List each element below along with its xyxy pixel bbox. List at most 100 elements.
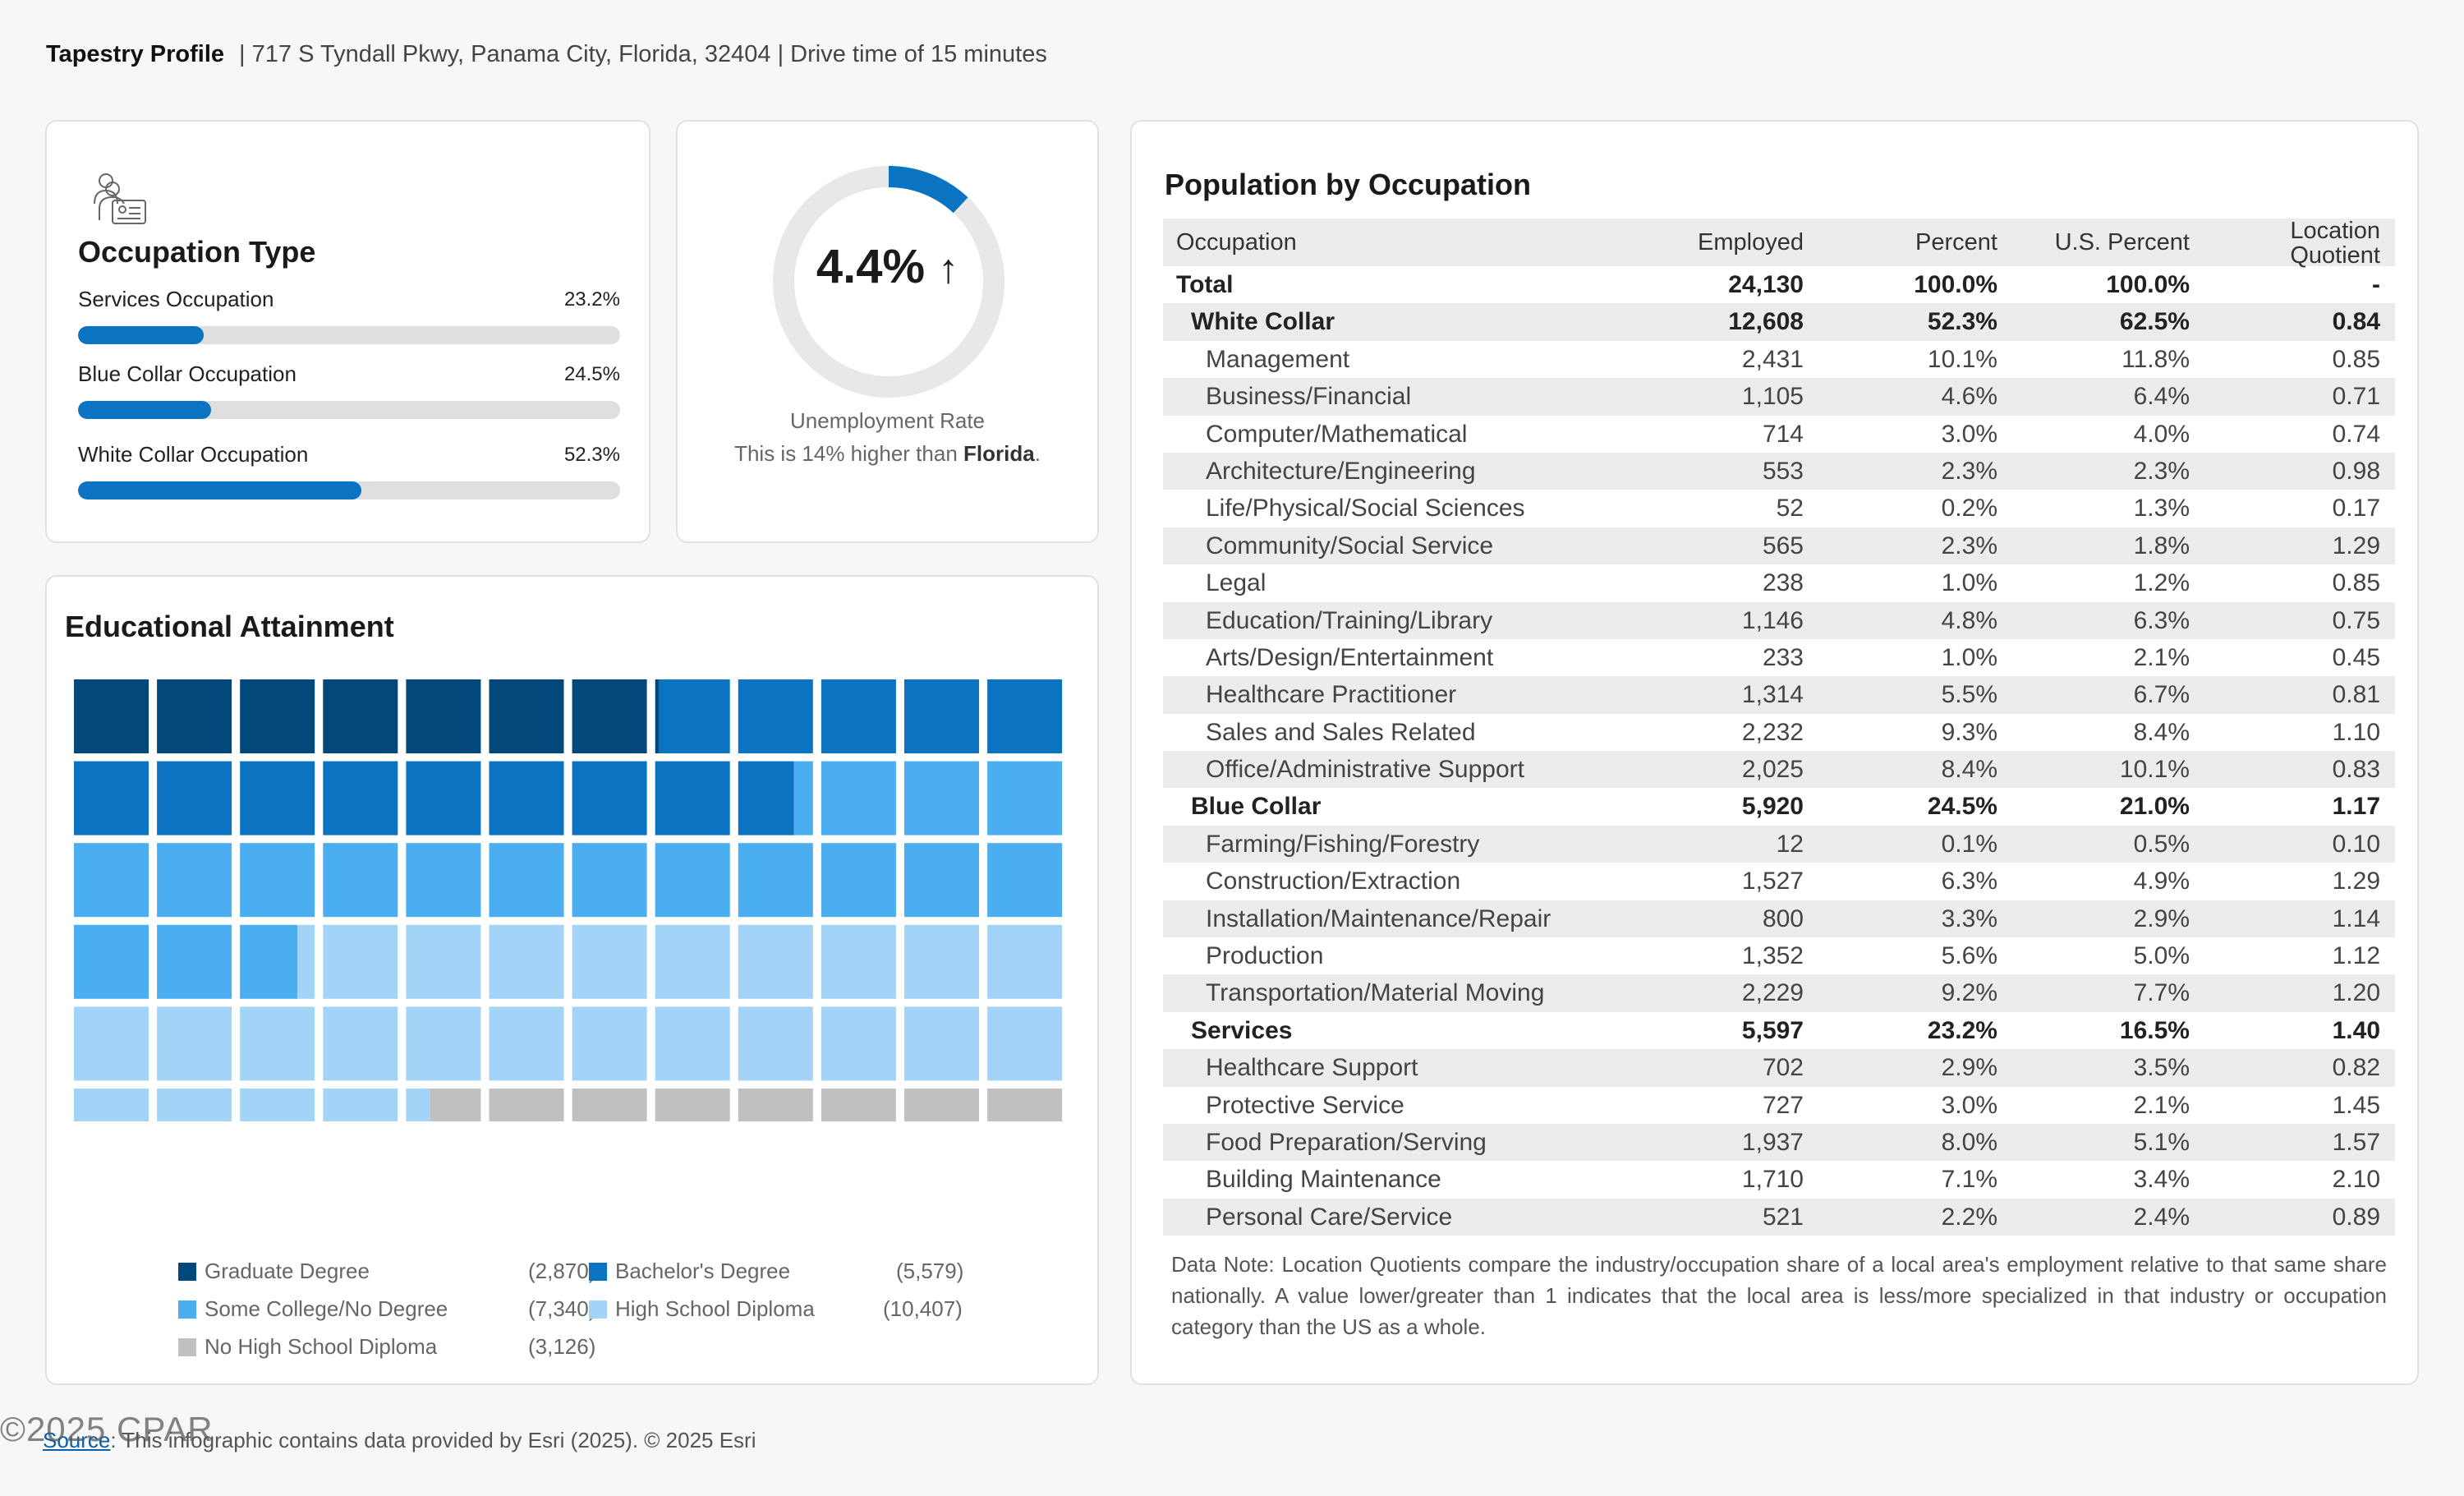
- value-cell: 3.3%: [1941, 905, 1997, 932]
- value-cell: 10.1%: [1927, 345, 1997, 373]
- waffle-cell: [240, 1006, 315, 1081]
- population-table: Occupation Employed Percent U.S. Percent…: [1163, 219, 2395, 1236]
- source-link[interactable]: Source: [43, 1428, 111, 1452]
- value-cell: 1.29: [2332, 868, 2380, 895]
- value-cell: 2.9%: [1941, 1054, 1997, 1082]
- value-cell: 2.3%: [2133, 457, 2190, 485]
- legend-item: Some College/No Degree (7,340): [178, 1296, 595, 1322]
- table-row: Building Maintenance 1,710 7.1% 3.4% 2.10: [1163, 1161, 2395, 1198]
- waffle-cell: [987, 843, 1063, 918]
- footer-text: : This infographic contains data provide…: [110, 1428, 756, 1452]
- value-cell: 6.7%: [2133, 681, 2190, 709]
- waffle-cell: [157, 924, 232, 999]
- value-cell: 0.17: [2332, 495, 2380, 522]
- value-cell: 5.1%: [2133, 1128, 2190, 1156]
- value-cell: 0.85: [2332, 569, 2380, 597]
- up-arrow-icon: ↑: [938, 246, 959, 292]
- table-row: Construction/Extraction 1,527 6.3% 4.9% 1.29: [1163, 863, 2395, 900]
- waffle-cell: [572, 761, 647, 835]
- table-row: Transportation/Material Moving 2,229 9.2% 7…: [1163, 974, 2395, 1012]
- table-row: Architecture/Engineering 553 2.3% 2.3% 0.98: [1163, 452, 2395, 490]
- waffle-cell: [655, 1089, 730, 1121]
- waffle-cell: [655, 924, 730, 999]
- occupation-cell: Farming/Fishing/Forestry: [1206, 830, 1480, 858]
- value-cell: 1,105: [1741, 383, 1804, 411]
- value-cell: 2,431: [1741, 345, 1804, 373]
- value-cell: 5.6%: [1941, 942, 1997, 970]
- occupation-bar-fill: [78, 401, 211, 419]
- value-cell: 0.82: [2332, 1054, 2380, 1082]
- waffle-cell: [738, 843, 813, 918]
- value-cell: 2.3%: [1941, 457, 1997, 485]
- value-cell: 24,130: [1728, 271, 1804, 298]
- occupation-cell: Installation/Maintenance/Repair: [1206, 905, 1551, 932]
- value-cell: 12: [1776, 830, 1804, 858]
- waffle-cell: [987, 679, 1063, 753]
- legend-count: (3,126): [528, 1334, 596, 1359]
- occupation-cell: Transportation/Material Moving: [1206, 979, 1545, 1007]
- legend-swatch: [178, 1338, 196, 1356]
- waffle-cell: [240, 843, 315, 918]
- waffle-cell: [821, 843, 896, 918]
- waffle-cell: [157, 1006, 232, 1081]
- waffle-cell: [157, 843, 232, 918]
- value-cell: 0.1%: [1941, 830, 1997, 858]
- waffle-cell: [489, 679, 564, 753]
- column-header: Occupation: [1176, 229, 1297, 255]
- waffle-cell: [572, 679, 647, 753]
- value-cell: 5,597: [1741, 1016, 1804, 1044]
- column-header: Employed: [1698, 229, 1804, 255]
- table-row: Business/Financial 1,105 4.6% 6.4% 0.71: [1163, 378, 2395, 416]
- waffle-cell: [738, 1089, 813, 1121]
- table-row: Production 1,352 5.6% 5.0% 1.12: [1163, 937, 2395, 974]
- unemployment-label: Unemployment Rate: [790, 408, 985, 433]
- value-cell: 4.9%: [2133, 868, 2190, 895]
- watermark: ©2025 CPAR: [0, 1410, 214, 1448]
- value-cell: 4.0%: [2133, 420, 2190, 448]
- page-title: Tapestry Profile: [46, 41, 225, 67]
- occupation-cell: Blue Collar: [1191, 793, 1322, 821]
- occupation-cell: Healthcare Support: [1206, 1054, 1418, 1082]
- value-cell: 1.10: [2332, 718, 2380, 746]
- occupation-cell: Education/Training/Library: [1206, 606, 1493, 634]
- table-row: Food Preparation/Serving 1,937 8.0% 5.1% 1.5…: [1163, 1123, 2395, 1162]
- column-header: Location Quotient: [2290, 219, 2380, 268]
- table-row: Management 2,431 10.1% 11.8% 0.85: [1163, 341, 2395, 378]
- page-subtitle: | 717 S Tyndall Pkwy, Panama City, Flori…: [239, 41, 1047, 67]
- occupation-row-value: 24.5%: [563, 363, 620, 385]
- value-cell: 2.3%: [1941, 532, 1997, 559]
- table-header-row: Occupation Employed Percent U.S. Percent…: [1163, 219, 2395, 268]
- waffle-cell: [74, 761, 149, 835]
- value-cell: 1,527: [1741, 868, 1804, 895]
- column-header: Percent: [1915, 229, 1997, 255]
- table-row: Healthcare Support 702 2.9% 3.5% 0.82: [1163, 1049, 2395, 1087]
- value-cell: 2.10: [2332, 1166, 2380, 1194]
- value-cell: 5.0%: [2133, 942, 2190, 970]
- waffle-cell: [323, 843, 398, 918]
- waffle-cell: [821, 924, 896, 999]
- value-cell: 0.10: [2332, 830, 2380, 858]
- value-cell: 2.2%: [1941, 1203, 1997, 1231]
- table-row: Healthcare Practitioner 1,314 5.5% 6.7% 0.81: [1163, 676, 2395, 714]
- table-row: Protective Service 727 3.0% 2.1% 1.45: [1163, 1087, 2395, 1124]
- waffle-cell: [489, 1089, 564, 1121]
- value-cell: 3.0%: [1941, 420, 1997, 448]
- donut-arc: [773, 166, 1004, 398]
- value-cell: 7.7%: [2133, 979, 2190, 1007]
- value-cell: 0.75: [2332, 606, 2380, 634]
- value-cell: 2.1%: [2133, 1091, 2190, 1119]
- waffle-cell: [572, 924, 647, 999]
- table-row: Services 5,597 23.2% 16.5% 1.40: [1163, 1012, 2395, 1049]
- occupation-row-value: 52.3%: [563, 444, 620, 466]
- value-cell: 24.5%: [1927, 793, 1997, 821]
- waffle-cell: [821, 1089, 896, 1121]
- value-cell: 3.5%: [2133, 1054, 2190, 1082]
- value-cell: 1.3%: [2133, 495, 2190, 522]
- value-cell: 1,146: [1741, 606, 1804, 634]
- value-cell: 238: [1762, 569, 1804, 597]
- occupation-cell: Management: [1206, 345, 1350, 373]
- occupation-type-card: Occupation Type Services Occupation 23.2…: [45, 120, 650, 543]
- table-row: Sales and Sales Related 2,232 9.3% 8.4% 1.10: [1163, 714, 2395, 751]
- value-cell: 100.0%: [2106, 271, 2190, 298]
- waffle-cell: [240, 679, 315, 753]
